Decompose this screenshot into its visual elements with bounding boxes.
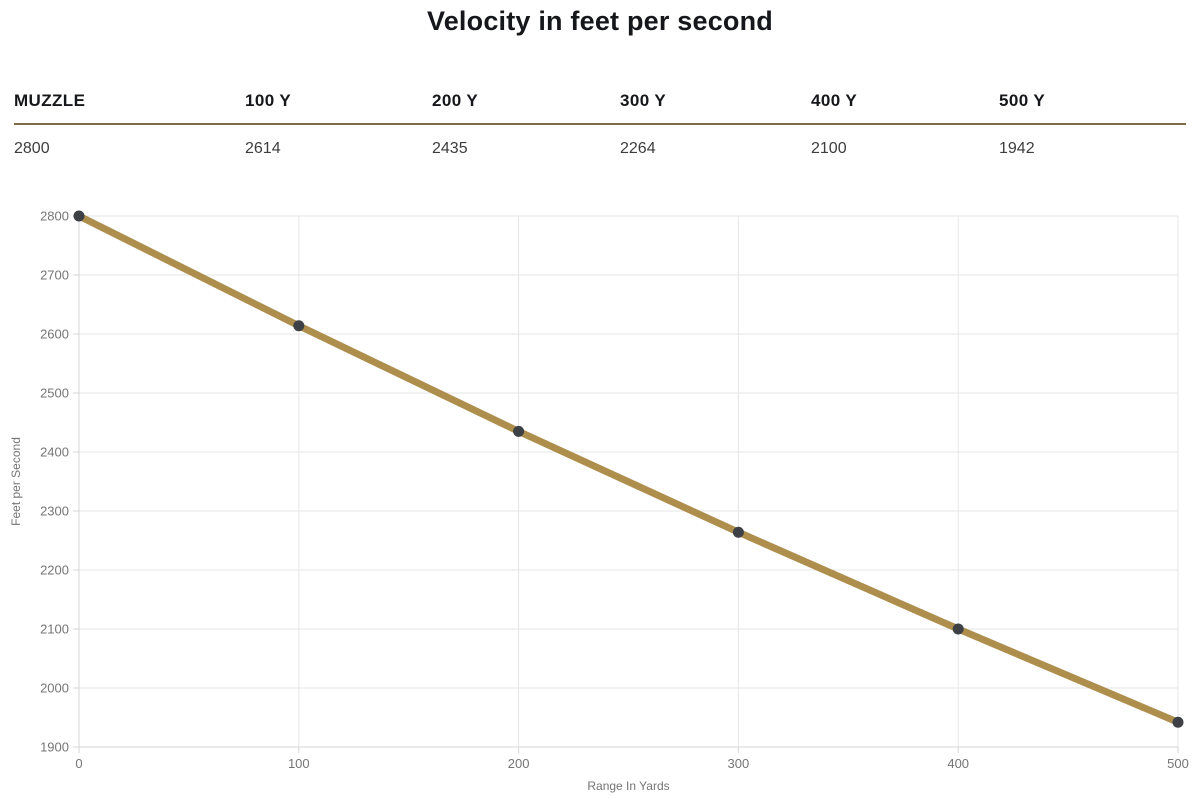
data-point-100y[interactable] xyxy=(293,320,305,332)
page-title: Velocity in feet per second xyxy=(426,6,773,36)
y-tick-label: 2600 xyxy=(40,327,69,342)
table-header-200-y: 200 Y xyxy=(432,91,620,125)
x-tick-label: 0 xyxy=(75,756,82,771)
velocity-chart: 1900200021002200230024002500260027002800… xyxy=(9,209,1189,794)
table-header-300-y: 300 Y xyxy=(620,91,811,125)
table-value-muzzle: 2800 xyxy=(14,140,50,157)
velocity-line xyxy=(75,212,1182,726)
table-value-400-y: 2100 xyxy=(811,140,847,157)
x-tick-label: 500 xyxy=(1167,756,1189,771)
y-tick-label: 2400 xyxy=(40,445,69,460)
table-value-100-y: 2614 xyxy=(245,140,281,157)
y-tick-label: 2300 xyxy=(40,504,69,519)
x-tick-label: 400 xyxy=(947,756,969,771)
table-value-200-y: 2435 xyxy=(432,140,468,157)
table-value-300-y: 2264 xyxy=(620,140,656,157)
y-tick-label: 2000 xyxy=(40,681,69,696)
data-point-500y[interactable] xyxy=(1172,716,1184,728)
y-tick-label: 2800 xyxy=(40,209,69,224)
y-tick-label: 2700 xyxy=(40,268,69,283)
data-point-300y[interactable] xyxy=(732,526,744,538)
data-point-200y[interactable] xyxy=(513,425,525,437)
data-point-0y[interactable] xyxy=(73,210,85,222)
x-tick-label: 100 xyxy=(288,756,310,771)
data-point-400y[interactable] xyxy=(952,623,964,635)
x-axis-title: Range In Yards xyxy=(587,779,669,793)
x-tick-label: 300 xyxy=(728,756,750,771)
x-tick-label: 200 xyxy=(508,756,530,771)
table-header-400-y: 400 Y xyxy=(811,91,999,125)
table-value-500-y: 1942 xyxy=(999,140,1035,157)
y-tick-label: 1900 xyxy=(40,740,69,755)
y-axis-title: Feet per Second xyxy=(9,437,23,526)
y-tick-label: 2200 xyxy=(40,563,69,578)
table-header-100-y: 100 Y xyxy=(245,91,432,125)
y-tick-label: 2100 xyxy=(40,622,69,637)
table-header-muzzle: MUZZLE xyxy=(14,91,245,125)
y-tick-label: 2500 xyxy=(40,386,69,401)
velocity-table: MUZZLE 100 Y 200 Y 300 Y 400 Y 500 Y 2800 2614 2… xyxy=(14,91,1186,158)
table-header-500-y: 500 Y xyxy=(999,91,1186,125)
